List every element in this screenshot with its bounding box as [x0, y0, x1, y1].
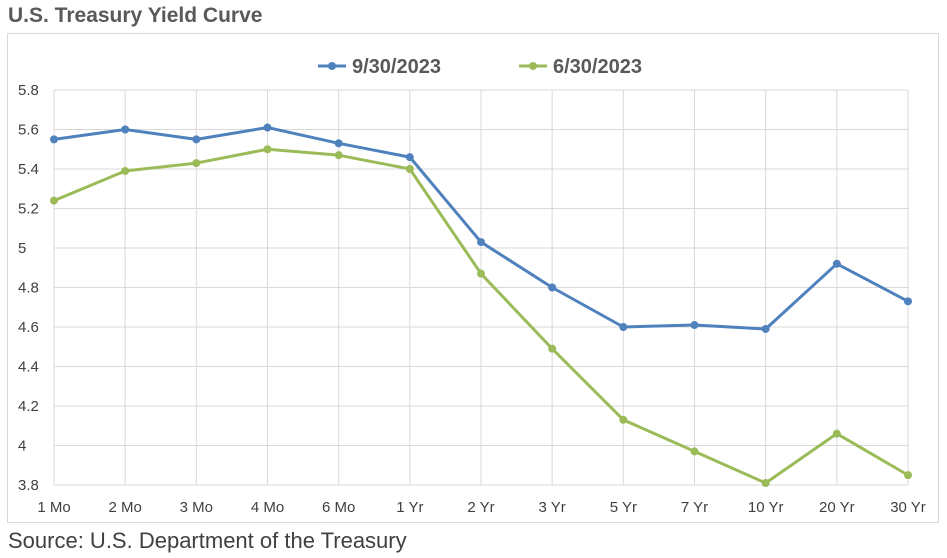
data-point [904, 297, 912, 306]
data-point [832, 429, 841, 438]
x-tick-label: 10 Yr [748, 499, 784, 516]
y-tick-label: 5.8 [18, 82, 39, 99]
data-point [619, 323, 628, 331]
y-tick-label: 3.8 [18, 477, 39, 494]
x-tick-label: 1 Mo [37, 499, 70, 516]
data-point [50, 196, 58, 205]
data-point [548, 283, 557, 292]
legend-marker [328, 62, 336, 70]
y-tick-label: 4.8 [18, 280, 39, 297]
x-tick-label: 7 Yr [681, 499, 708, 516]
y-axis-ticks: 3.8 4 4.2 4.4 4.6 4.8 5 5.2 5.4 5.6 5.8 [18, 82, 39, 494]
x-tick-label: 6 Mo [322, 499, 355, 516]
data-point [192, 159, 201, 168]
data-point [263, 145, 272, 154]
data-point [50, 135, 58, 144]
series-lines [50, 123, 912, 488]
y-tick-label: 5.2 [18, 201, 39, 218]
legend-marker [529, 62, 537, 70]
data-point [334, 139, 343, 148]
x-axis-ticks: 1 Mo 2 Mo 3 Mo 4 Mo 6 Mo 1 Yr 2 Yr 3 Yr 5 Yr 7 Yr… [37, 499, 925, 516]
y-tick-label: 4.2 [18, 398, 39, 415]
data-point [832, 259, 841, 268]
data-point [761, 479, 770, 488]
x-tick-label: 3 Mo [180, 499, 213, 516]
data-point [477, 238, 485, 247]
y-tick-label: 4 [18, 438, 26, 455]
x-tick-label: 1 Yr [396, 499, 423, 516]
source-note: Source: U.S. Department of the Treasury [8, 528, 407, 553]
data-point [690, 321, 699, 330]
x-tick-label: 20 Yr [819, 499, 855, 516]
data-point [761, 324, 770, 333]
chart-area [7, 33, 939, 523]
x-tick-label: 30 Yr [890, 499, 926, 516]
gridlines [53, 89, 909, 486]
x-tick-label: 5 Yr [610, 499, 637, 516]
data-point [477, 269, 485, 278]
legend-label: 9/30/2023 [352, 56, 441, 78]
legend: 9/30/2023 6/30/2023 [318, 56, 642, 78]
y-tick-label: 5.6 [18, 122, 39, 139]
data-point [904, 471, 912, 480]
data-point [548, 344, 557, 353]
y-tick-label: 4.6 [18, 319, 39, 336]
data-point [619, 415, 628, 424]
data-point [263, 123, 272, 132]
data-point [690, 447, 699, 456]
data-point [405, 165, 414, 173]
y-tick-label: 5 [18, 240, 26, 257]
data-point [121, 125, 130, 134]
x-tick-label: 3 Yr [539, 499, 566, 516]
data-point [192, 135, 201, 144]
data-point [334, 151, 343, 160]
x-tick-label: 2 Mo [108, 499, 141, 516]
data-point [405, 153, 414, 162]
y-tick-label: 4.4 [18, 359, 39, 376]
legend-label: 6/30/2023 [553, 56, 642, 78]
chart-title: U.S. Treasury Yield Curve [8, 4, 263, 27]
x-tick-label: 2 Yr [467, 499, 494, 516]
x-tick-label: 4 Mo [251, 499, 284, 516]
y-tick-label: 5.4 [18, 161, 39, 178]
data-point [121, 166, 130, 175]
